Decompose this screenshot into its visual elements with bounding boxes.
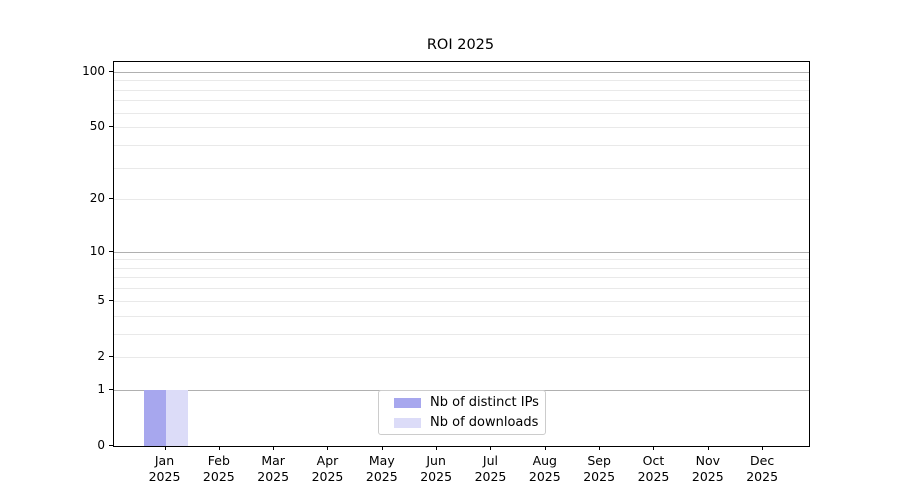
x-tick-mark (762, 446, 764, 450)
x-tick-year: 2025 (691, 468, 724, 484)
chart-title: ROI 2025 (426, 37, 495, 53)
y-tick-label: 10 (89, 243, 105, 258)
minor-gridline (114, 144, 809, 146)
legend-swatch (394, 417, 421, 428)
x-tick-month: Jan (154, 453, 175, 468)
minor-gridline (114, 100, 809, 102)
x-tick-label: Nov 2025 (673, 453, 743, 484)
y-tick-mark (109, 355, 113, 357)
y-tick-label: 0 (97, 438, 105, 452)
y-tick-label: 1 (97, 381, 105, 396)
bar-nb-of-downloads-jan (165, 389, 188, 446)
x-tick-month: Dec (750, 453, 775, 468)
x-tick-label: Mar 2025 (238, 453, 308, 484)
legend-label: Nb of downloads (430, 414, 539, 430)
minor-gridline (114, 112, 809, 114)
x-tick-month: May (368, 453, 395, 468)
x-tick-month: Aug (532, 453, 557, 468)
x-tick-year: 2025 (311, 468, 344, 484)
legend-label: Nb of distinct IPs (430, 394, 539, 410)
y-tick-mark (109, 198, 113, 200)
x-tick-label: Feb 2025 (184, 453, 254, 484)
legend: Nb of distinct IPs Nb of downloads (378, 390, 546, 435)
x-tick-month: Oct (642, 453, 665, 468)
minor-gridline (114, 333, 809, 335)
y-tick-mark (109, 70, 113, 72)
minor-gridline (114, 288, 809, 290)
x-tick-year: 2025 (148, 468, 181, 484)
x-tick-label: Jan 2025 (130, 453, 200, 484)
legend-swatch (394, 397, 421, 408)
x-tick-month: Apr (316, 453, 339, 468)
x-tick-month: Jun (426, 453, 446, 468)
y-tick-label: 5 (97, 292, 105, 307)
x-tick-mark (273, 446, 275, 450)
minor-gridline (114, 259, 809, 261)
y-tick-mark (109, 388, 113, 390)
x-tick-year: 2025 (202, 468, 235, 484)
x-tick-year: 2025 (365, 468, 398, 484)
x-tick-mark (707, 446, 709, 450)
y-tick-mark (109, 445, 113, 446)
minor-gridline (114, 315, 809, 317)
x-tick-label: Aug 2025 (510, 453, 580, 484)
x-tick-year: 2025 (637, 468, 670, 484)
x-tick-month: Feb (207, 453, 230, 468)
x-tick-mark (544, 446, 546, 450)
x-tick-year: 2025 (528, 468, 561, 484)
y-tick-label: 20 (89, 191, 105, 206)
y-tick-mark (109, 299, 113, 301)
y-tick-mark (109, 126, 113, 128)
minor-gridline (114, 277, 809, 279)
y-tick-mark (109, 250, 113, 252)
major-gridline (114, 251, 809, 253)
x-tick-mark (490, 446, 492, 450)
x-tick-label: Oct 2025 (618, 453, 688, 484)
x-tick-label: Sep 2025 (564, 453, 634, 484)
minor-gridline (114, 89, 809, 91)
plot-area (113, 61, 810, 447)
minor-gridline (114, 356, 809, 358)
minor-gridline (114, 199, 809, 201)
x-tick-year: 2025 (746, 468, 779, 484)
x-tick-year: 2025 (474, 468, 507, 484)
minor-gridline (114, 127, 809, 129)
x-tick-year: 2025 (420, 468, 453, 484)
x-tick-month: Nov (695, 453, 720, 468)
legend-entry: Nb of downloads (394, 415, 545, 431)
minor-gridline (114, 300, 809, 302)
x-tick-label: Jul 2025 (455, 453, 525, 484)
x-tick-month: Sep (587, 453, 611, 468)
x-tick-mark (218, 446, 220, 450)
x-tick-mark (599, 446, 601, 450)
major-gridline (114, 71, 809, 73)
x-tick-month: Jul (482, 453, 499, 468)
y-tick-label: 100 (82, 63, 105, 78)
x-tick-month: Mar (261, 453, 285, 468)
x-tick-mark (327, 446, 329, 450)
y-tick-label: 2 (97, 348, 105, 363)
minor-gridline (114, 167, 809, 169)
x-tick-mark (653, 446, 655, 450)
x-tick-label: May 2025 (347, 453, 417, 484)
x-tick-label: Apr 2025 (292, 453, 362, 484)
minor-gridline (114, 80, 809, 82)
bar-nb-of-distinct-ips-jan (143, 389, 166, 446)
x-tick-label: Dec 2025 (727, 453, 797, 484)
minor-gridline (114, 267, 809, 269)
y-tick-label: 50 (89, 119, 105, 134)
x-tick-mark (164, 446, 166, 450)
x-tick-label: Jun 2025 (401, 453, 471, 484)
x-tick-mark (381, 446, 383, 450)
x-tick-mark (436, 446, 438, 450)
legend-entry: Nb of distinct IPs (394, 395, 545, 411)
x-tick-year: 2025 (583, 468, 616, 484)
x-tick-year: 2025 (257, 468, 290, 484)
